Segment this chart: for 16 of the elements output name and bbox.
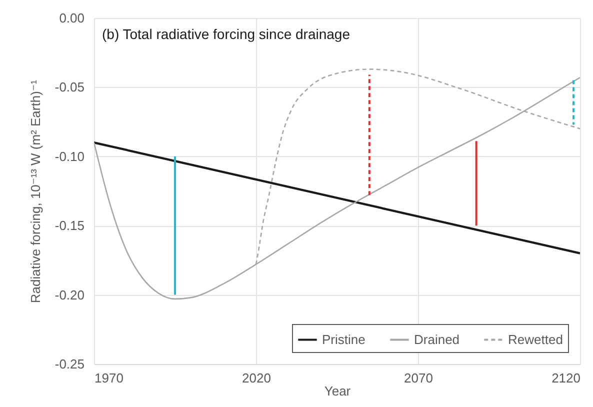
- y-tick-label: -0.10: [54, 148, 84, 164]
- x-tick-label: 2070: [404, 370, 433, 386]
- x-tick-label: 1970: [94, 370, 124, 386]
- legend-label: Rewetted: [508, 332, 563, 347]
- text: (b) Total radiative forcing since drainage: [102, 26, 350, 42]
- y-tick-label: -0.25: [54, 356, 84, 372]
- y-tick-label: -0.05: [54, 80, 84, 95]
- x-tick-label: 2020: [242, 370, 271, 386]
- legend-label: Pristine: [322, 332, 366, 347]
- x-axis-title: Year: [324, 384, 352, 398]
- legend-label: Drained: [414, 332, 460, 347]
- y-tick-label: 0.00: [59, 10, 84, 26]
- x-tick-label: 2120: [552, 370, 580, 386]
- y-tick-label: -0.20: [54, 287, 84, 302]
- y-axis-title: Radiative forcing, 10⁻¹³ W (m² Earth)⁻¹: [28, 79, 43, 304]
- y-tick-label: -0.15: [54, 218, 84, 234]
